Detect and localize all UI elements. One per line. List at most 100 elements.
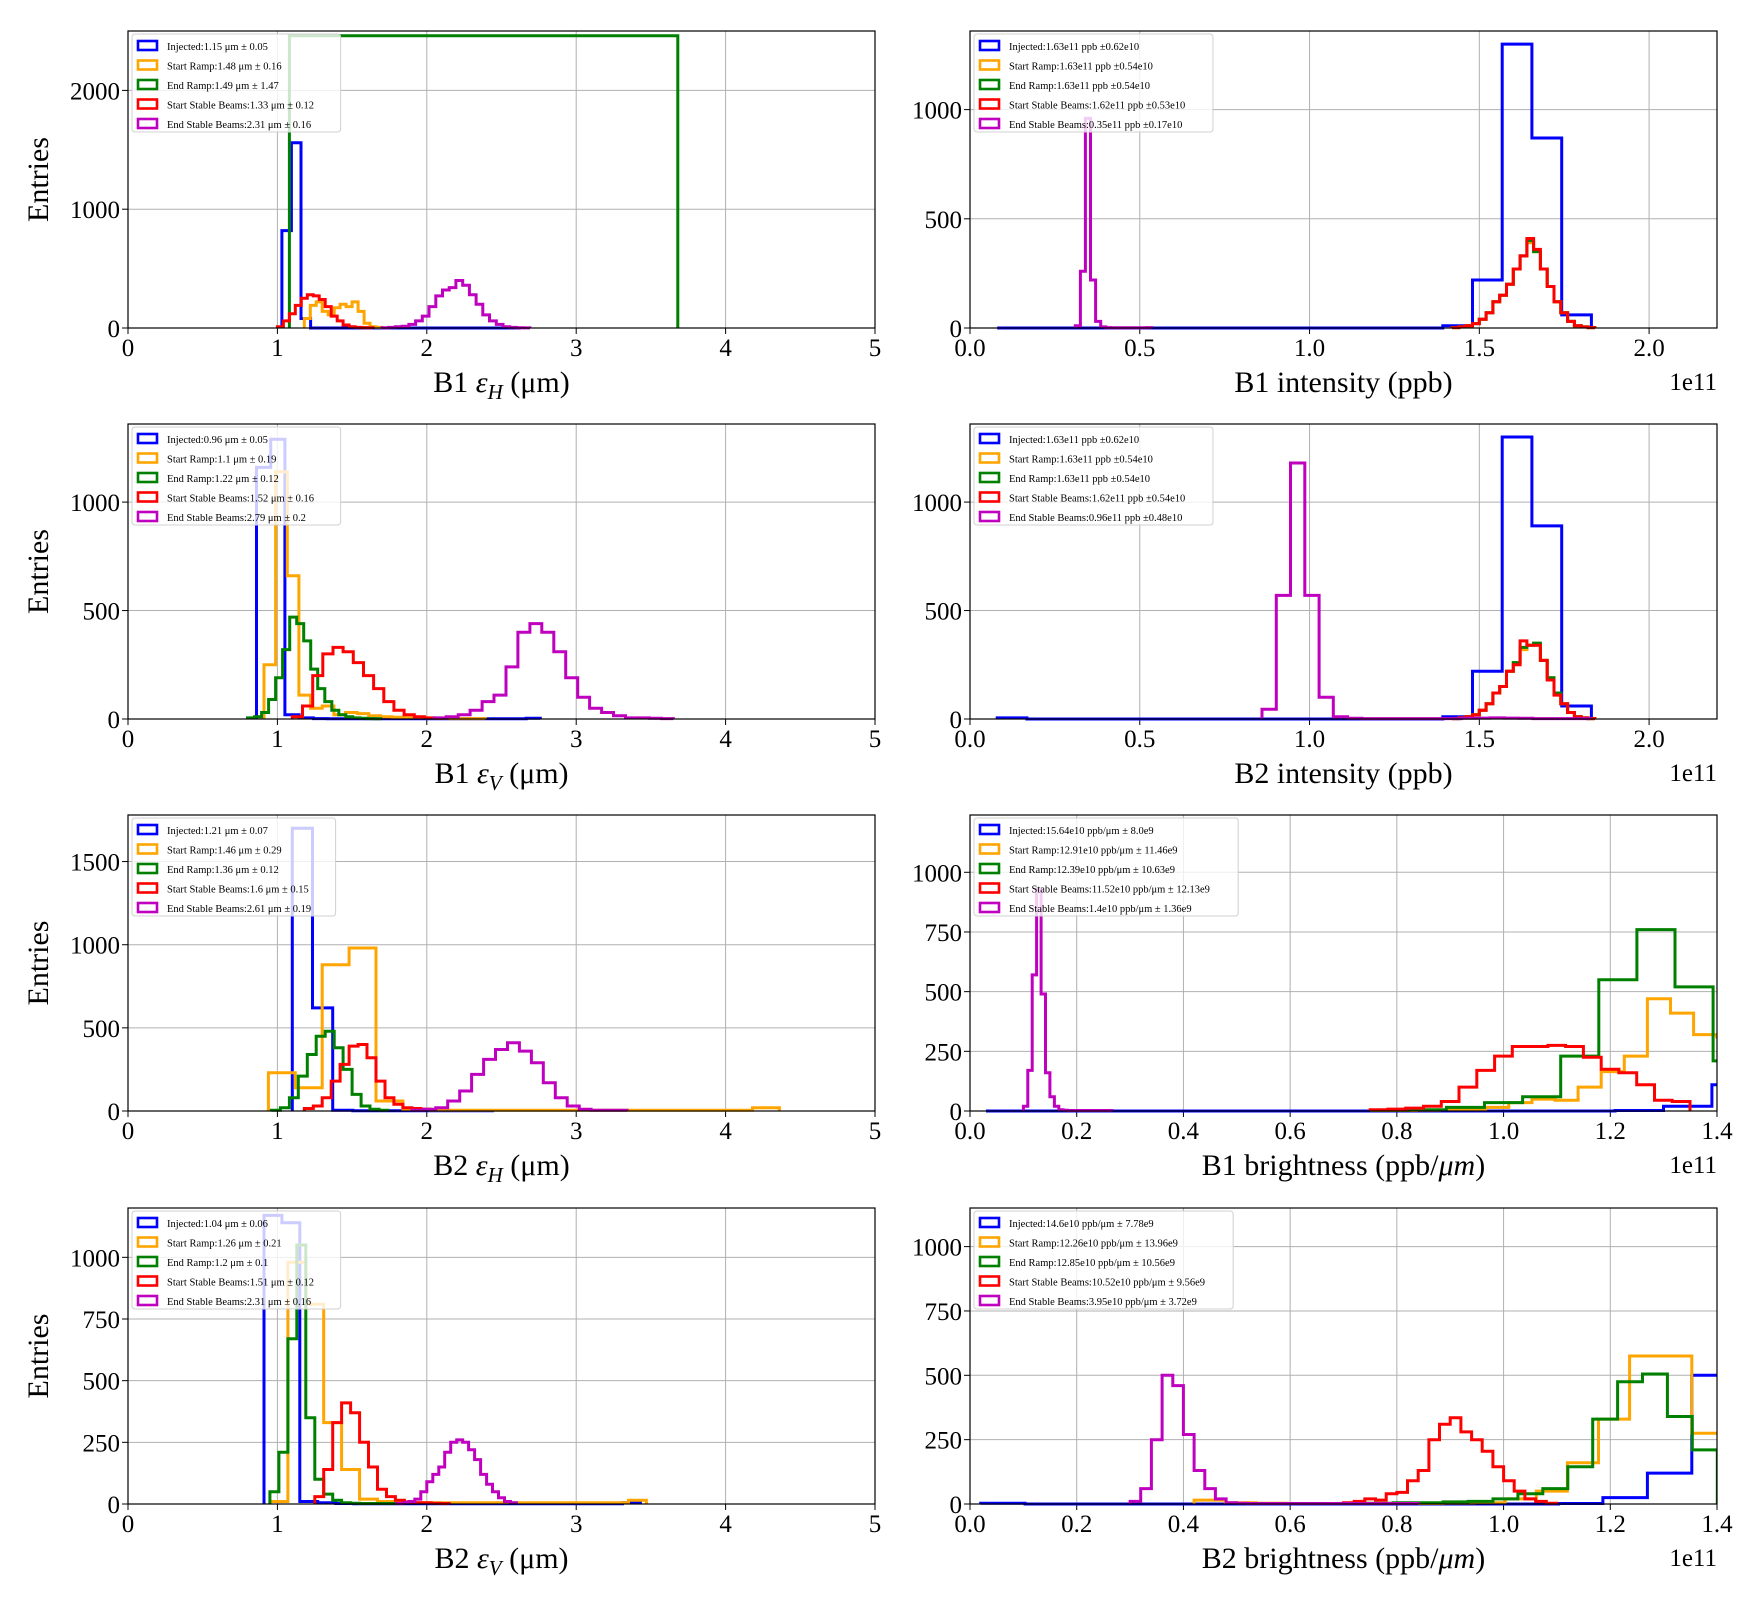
legend-entry: Injected:1.63e11 ppb ±0.62e10 (1009, 42, 1139, 53)
axes-frame (969, 30, 1718, 329)
x-tick-label: 0.5 (1124, 726, 1155, 753)
x-axis-label: B1 εH (μm) (433, 366, 569, 404)
legend-entry: Start Ramp:1.46 μm ± 0.29 (167, 846, 282, 857)
x-tick-label: 0.2 (1061, 1511, 1092, 1538)
legend-entry: Start Ramp:1.48 μm ± 0.16 (167, 62, 282, 73)
y-tick-label: 1000 (912, 860, 962, 887)
panel-b2-brightness: 0.0 0.2 0.4 0.6 0.8 1.0 1.2 1.4 0 250 500 750 1000 In… (912, 1207, 1733, 1575)
legend-swatch (136, 882, 159, 894)
x-axis-label: B2 εH (μm) (433, 1149, 569, 1187)
x-tick-label: 5 (869, 726, 882, 753)
legend-swatch (978, 452, 1001, 464)
x-tick-label: 3 (570, 335, 583, 362)
series-end-stable-beams (410, 1041, 629, 1112)
axes-frame (127, 30, 876, 329)
legend-swatch (136, 39, 159, 52)
x-tick-label: 0.0 (954, 335, 985, 362)
series-end-stable-beams (395, 1438, 518, 1505)
legend-entry: End Ramp:1.63e11 ppb ±0.54e10 (1009, 81, 1150, 92)
legend-swatch (978, 1294, 1001, 1307)
x-axis-label: B1 brightness (ppb/μm) (1202, 1149, 1485, 1182)
series-end-stable-beams (380, 279, 532, 330)
y-tick-label: 1000 (70, 1245, 120, 1272)
legend-swatch (136, 901, 159, 914)
legend-box (131, 1210, 342, 1310)
panel-b2-intensity: 0.0 0.5 1.0 1.5 2.0 0 500 1000 Injected:1.63e11 … (912, 423, 1718, 790)
x-tick-label: 3 (570, 1118, 583, 1145)
legend-swatch (978, 882, 1001, 894)
legend: Injected:1.04 μm ± 0.06 Start Ramp:1.26 μ… (131, 1210, 342, 1310)
y-tick-label: 500 (83, 1369, 121, 1396)
legend-swatch (136, 1236, 159, 1248)
legend-entry: Injected:1.04 μm ± 0.06 (167, 1219, 268, 1230)
legend-entry: Start Ramp:1.63e11 ppb ±0.54e10 (1009, 455, 1153, 466)
series-injected (986, 1083, 1717, 1113)
x-axis-label: B2 intensity (ppb) (1234, 757, 1452, 790)
legend-entry: Start Stable Beams:1.52 μm ± 0.16 (167, 494, 314, 505)
x-tick-label: 4 (719, 335, 732, 362)
series-start-stable-beams (1368, 1043, 1692, 1112)
y-tick-label: 1000 (70, 490, 120, 517)
legend-entry: End Stable Beams:2.79 μm ± 0.2 (167, 513, 306, 524)
legend-entry: Injected:1.15 μm ± 0.05 (167, 42, 268, 53)
x-tick-label: 2 (421, 726, 434, 753)
legend-swatch (978, 117, 1001, 130)
legend-entry: End Stable Beams:2.31 μm ± 0.16 (167, 120, 311, 131)
x-tick-label: 3 (570, 726, 583, 753)
legend-entry: Start Stable Beams:1.62e11 ppb ±0.54e10 (1009, 494, 1185, 505)
legend-swatch (978, 78, 1001, 91)
legend-swatch (978, 432, 1001, 445)
legend-swatch (136, 843, 159, 855)
legend-swatch (136, 1216, 159, 1229)
x-tick-label: 1 (271, 1118, 284, 1145)
x-tick-label: 0.6 (1275, 1118, 1306, 1145)
legend-entry: End Ramp:12.85e10 ppb/μm ± 10.56e9 (1009, 1258, 1175, 1269)
x-tick-label: 4 (719, 1118, 732, 1145)
legend-swatch (978, 843, 1001, 855)
panel-b1-brightness: 0.0 0.2 0.4 0.6 0.8 1.0 1.2 1.4 0 250 500 750 1000 In… (912, 814, 1733, 1182)
series-end-ramp (1342, 1372, 1717, 1505)
x-tick-label: 1.2 (1595, 1118, 1626, 1145)
series-end-ramp (246, 615, 383, 721)
series-start-ramp (1192, 1354, 1717, 1505)
legend-entry: Start Ramp:12.91e10 ppb/μm ± 11.46e9 (1009, 846, 1178, 857)
y-axis-label: Entries (22, 137, 55, 222)
series-start-ramp (266, 946, 781, 1112)
x-tick-label: 1.0 (1294, 335, 1325, 362)
series-end-ramp (269, 1029, 390, 1112)
series-start-ramp (302, 300, 384, 329)
legend-entry: Start Stable Beams:1.33 μm ± 0.12 (167, 101, 314, 112)
x-tick-label: 2.0 (1633, 726, 1664, 753)
legend-swatch (978, 471, 1001, 484)
x-tick-label: 0.0 (954, 1511, 985, 1538)
legend-entry: End Ramp:1.49 μm ± 1.47 (167, 81, 279, 92)
y-tick-label: 500 (83, 1016, 121, 1043)
series-start-stable-beams (302, 1043, 432, 1111)
legend-entry: Start Stable Beams:1.6 μm ± 0.15 (167, 885, 309, 896)
legend-box (973, 1210, 1234, 1310)
x-tick-label: 1 (271, 335, 284, 362)
legend-box (973, 817, 1239, 917)
legend-swatch (136, 432, 159, 445)
legend-entry: Injected:1.63e11 ppb ±0.62e10 (1009, 435, 1139, 446)
x-tick-label: 0.0 (954, 1118, 985, 1145)
x-axis-offset-text: 1e11 (1669, 760, 1717, 787)
legend: Injected:1.21 μm ± 0.07 Start Ramp:1.46 μ… (131, 817, 337, 917)
legend-swatch (978, 1255, 1001, 1268)
legend: Injected:15.64e10 ppb/μm ± 8.0e9 Start Ra… (973, 817, 1239, 917)
x-axis-label: B1 intensity (ppb) (1234, 366, 1452, 399)
y-tick-label: 2000 (70, 78, 120, 105)
legend-swatch (136, 823, 159, 836)
series-start-stable-beams (1450, 237, 1597, 330)
x-tick-label: 0.6 (1275, 1511, 1306, 1538)
legend-swatch (978, 862, 1001, 875)
legend-swatch (136, 1275, 159, 1287)
y-tick-label: 250 (925, 1428, 963, 1455)
x-tick-label: 0.4 (1168, 1511, 1200, 1538)
legend-entry: End Stable Beams:1.4e10 ppb/μm ± 1.36e9 (1009, 904, 1192, 915)
legend: Injected:14.6e10 ppb/μm ± 7.78e9 Start Ra… (973, 1210, 1234, 1310)
legend-entry: Start Stable Beams:1.62e11 ppb ±0.53e10 (1009, 101, 1185, 112)
x-tick-label: 0 (122, 335, 135, 362)
y-tick-label: 1500 (70, 850, 120, 877)
